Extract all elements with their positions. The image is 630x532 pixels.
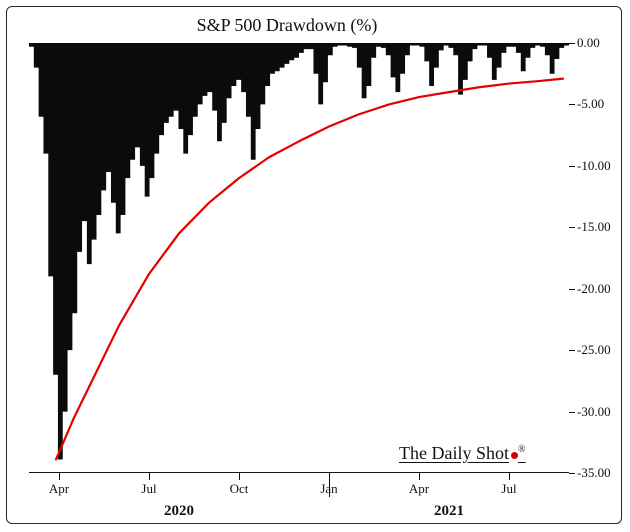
ytick-mark (569, 473, 575, 474)
ytick-mark (569, 350, 575, 351)
ytick-label: -15.00 (577, 219, 625, 235)
ytick-mark (569, 104, 575, 105)
ytick-mark (569, 43, 575, 44)
xtick-mark (419, 473, 420, 480)
xtick-mark (509, 473, 510, 480)
ytick-mark (569, 412, 575, 413)
ytick-mark (569, 166, 575, 167)
ytick-label: -35.00 (577, 465, 625, 481)
ytick-label: -5.00 (577, 96, 625, 112)
xtick-mark (239, 473, 240, 480)
xtick-label: Jul (141, 481, 156, 497)
ytick-label: -30.00 (577, 404, 625, 420)
drawdown-bars (29, 43, 569, 459)
chart-svg (29, 43, 569, 473)
ytick-label: 0.00 (577, 35, 625, 51)
ytick-mark (569, 227, 575, 228)
attribution-dot (511, 452, 518, 459)
xtick-mark (149, 473, 150, 480)
xtick-mark (59, 473, 60, 480)
xtick-label: Jul (501, 481, 516, 497)
attribution-reg: ® (518, 444, 526, 455)
xtick-label: Apr (409, 481, 429, 497)
chart-title: S&P 500 Drawdown (%) (7, 15, 567, 36)
ytick-mark (569, 289, 575, 290)
chart-frame: S&P 500 Drawdown (%) The Daily Shot ® 0.0… (6, 6, 622, 524)
ytick-label: -25.00 (577, 342, 625, 358)
ytick-label: -10.00 (577, 158, 625, 174)
xtick-label: Apr (49, 481, 69, 497)
plot-area (29, 43, 569, 473)
year-divider-mark (329, 473, 330, 497)
year-label: 2021 (434, 503, 464, 520)
attribution-text: The Daily Shot (399, 443, 509, 463)
attribution: The Daily Shot ® (399, 443, 526, 464)
year-label: 2020 (164, 503, 194, 520)
ytick-label: -20.00 (577, 281, 625, 297)
xtick-label: Oct (230, 481, 249, 497)
